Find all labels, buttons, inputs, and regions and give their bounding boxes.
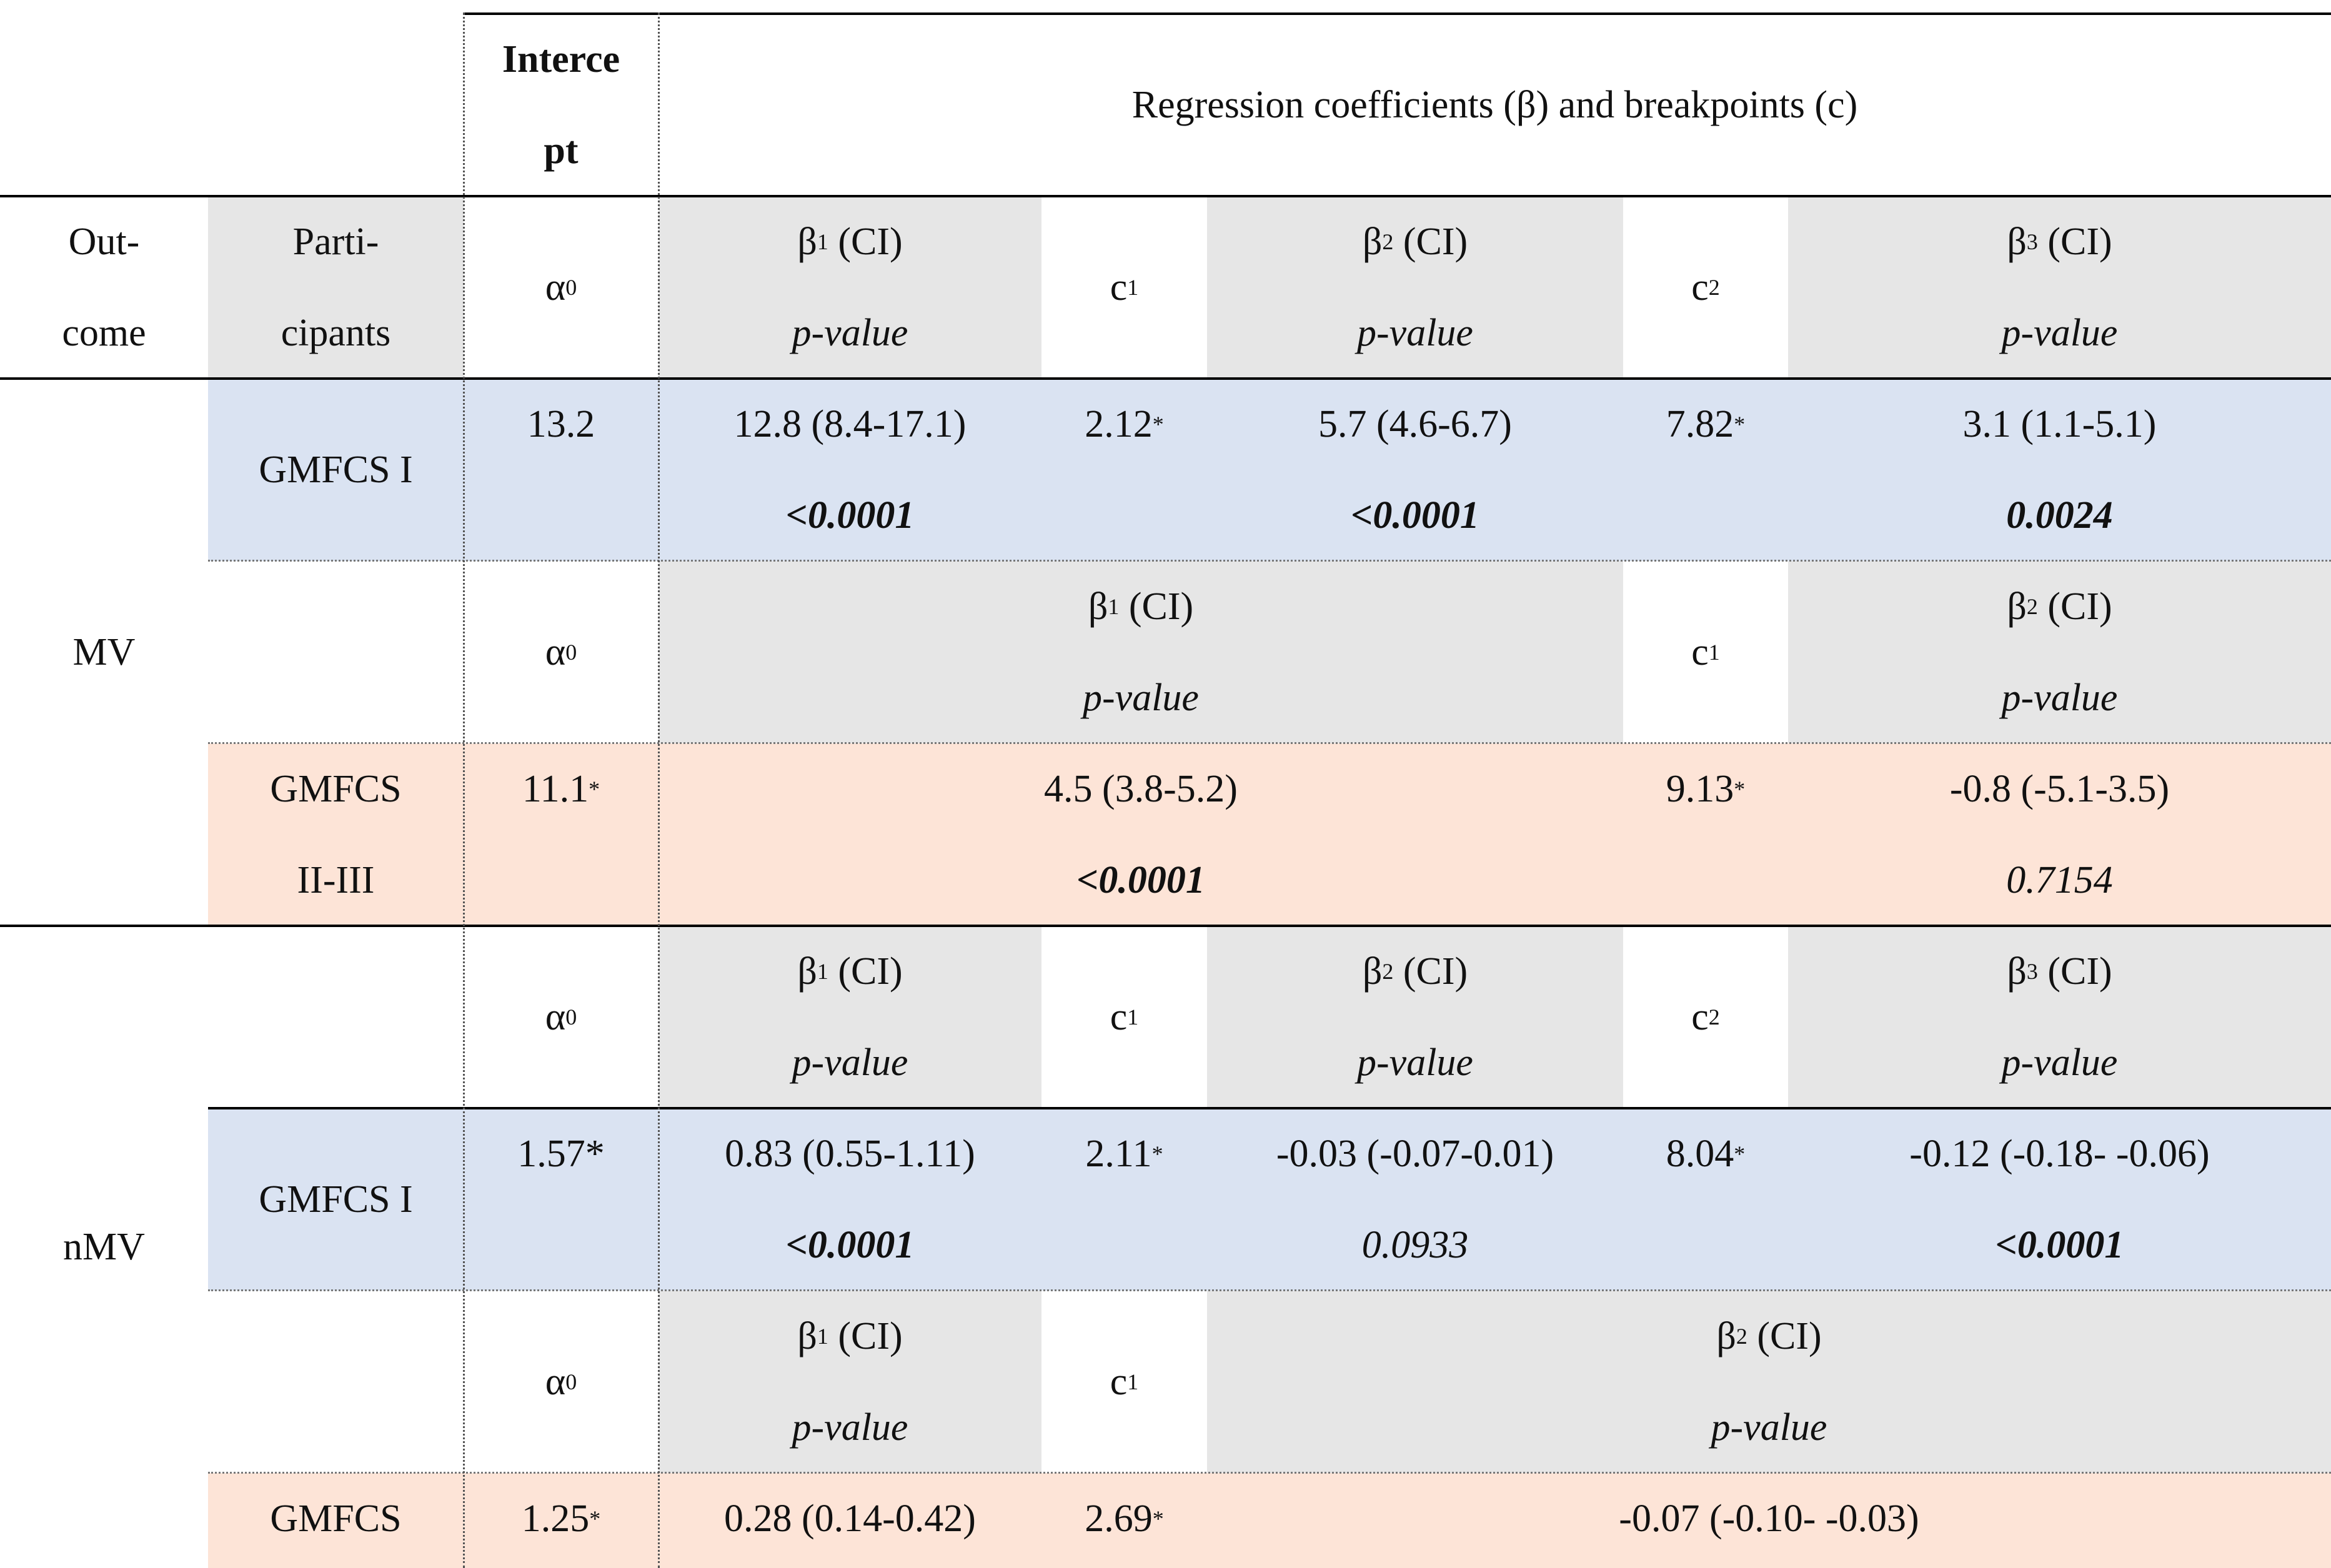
nmv-gmfcs-i-c2: 8.04 * — [1623, 1108, 1788, 1291]
intercept-header-line1: Interce — [502, 38, 620, 81]
nmv-gmfcs-i-c1: 2.11 * — [1041, 1108, 1207, 1291]
participants-header-line2: cipants — [281, 312, 391, 354]
nmv-gmfcs-i-beta1: 0.83 (0.55-1.11) <0.0001 — [659, 1108, 1041, 1291]
outcome-header: Out- come — [0, 196, 208, 379]
nmv-gmfcs-i-alpha0: 1.57* — [464, 1108, 659, 1291]
participants-header-line1: Parti- — [292, 221, 379, 263]
mv-gmfcs-i-label: GMFCS I — [208, 379, 464, 561]
intercept-header-line2: pt — [544, 129, 579, 172]
rule-mv-c — [208, 742, 2331, 744]
beta3-pvalue-label: p-value — [2001, 312, 2118, 354]
nmv-gmfcs-ii-iii-beta2: -0.07 (-0.10- -0.03) — [1207, 1473, 2331, 1568]
mv-gmfcs-i-alpha0: 13.2 — [464, 379, 659, 561]
nmv-gmfcs-i-beta2: -0.03 (-0.07-0.01) 0.0933 — [1207, 1108, 1623, 1291]
mv-gmfcs-ii-iii-alpha0: 11.1 * — [464, 743, 659, 926]
rule-mv-bottom — [0, 925, 2331, 927]
nmv-gmfcs-i-label: GMFCS I — [208, 1108, 464, 1291]
nmv-sub2-participants-empty — [208, 1291, 464, 1473]
rule-nmv-f — [208, 1289, 2331, 1291]
rule-top — [464, 12, 2331, 15]
nmv-gmfcs-ii-iii-beta1: 0.28 (0.14-0.42) — [659, 1473, 1041, 1568]
mv-gmfcs-ii-iii-label: GMFCS II-III — [208, 743, 464, 926]
nmv-gmfcs-ii-iii-alpha0: 1.25 * — [464, 1473, 659, 1568]
rule-nmv-e — [208, 1107, 2331, 1109]
rule-mv-b — [208, 560, 2331, 562]
rule-intercept-left — [463, 12, 465, 1568]
intercept-header: Interce pt — [464, 14, 659, 196]
rule-nmv-g — [208, 1472, 2331, 1474]
outcome-header-line2: come — [62, 312, 146, 354]
nmv-sub1-participants-empty — [208, 926, 464, 1108]
beta1-pvalue-label: p-value — [792, 312, 908, 354]
outcome-nmv: nMV — [63, 1226, 145, 1268]
rule-colheader-bottom — [0, 377, 2331, 380]
outcome-mv: MV — [72, 631, 136, 673]
nmv-gmfcs-i-beta3: -0.12 (-0.18- -0.06) <0.0001 — [1788, 1108, 2331, 1291]
participants-header: Parti- cipants — [208, 196, 464, 379]
outcome-header-line1: Out- — [68, 221, 140, 263]
mv-gmfcs-ii-iii-beta1: 4.5 (3.8-5.2) <0.0001 — [659, 743, 1623, 926]
beta2-pvalue-label: p-value — [1357, 312, 1473, 354]
mv-gmfcs-i-c1: 2.12 * — [1041, 379, 1207, 561]
mv-gmfcs-ii-iii-beta2: -0.8 (-5.1-3.5) 0.7154 — [1788, 743, 2331, 926]
nmv-gmfcs-ii-iii-c1: 2.69 * — [1041, 1473, 1207, 1568]
mv-gmfcs-i-c2: 7.82 * — [1623, 379, 1788, 561]
mv-gmfcs-i-beta3: 3.1 (1.1-5.1) 0.0024 — [1788, 379, 2331, 561]
mv-sub-participants-empty — [208, 561, 464, 743]
mv-gmfcs-ii-iii-c1: 9.13 * — [1623, 743, 1788, 926]
mv-gmfcs-i-beta2: 5.7 (4.6-6.7) <0.0001 — [1207, 379, 1623, 561]
mv-gmfcs-i-beta1: 12.8 (8.4-17.1) <0.0001 — [659, 379, 1041, 561]
regression-header: Regression coefficients (β) and breakpoi… — [659, 14, 2331, 196]
regression-header-title: Regression coefficients (β) and breakpoi… — [1131, 84, 1858, 126]
nmv-gmfcs-ii-iii-label: GMFCS — [208, 1473, 464, 1568]
rule-header-bottom — [0, 195, 2331, 197]
rule-intercept-right — [658, 12, 660, 1568]
